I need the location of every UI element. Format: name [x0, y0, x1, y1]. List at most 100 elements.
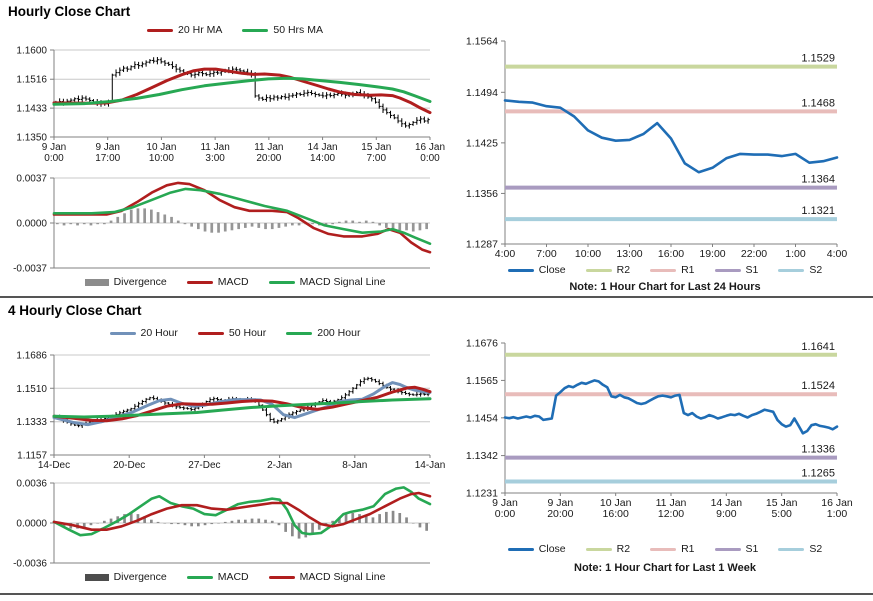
legend-line-swatch: [585, 547, 612, 551]
legend-item: S2: [778, 264, 822, 276]
svg-text:1.1641: 1.1641: [801, 341, 835, 353]
svg-text:16:00: 16:00: [658, 248, 684, 260]
legend-line-swatch: [186, 280, 213, 284]
hourly-price-legend: 20 Hr MA 50 Hrs MA: [30, 24, 440, 36]
four-hourly-price-legend: 20 Hour 50 Hour 200 Hour: [30, 327, 440, 339]
svg-text:-0.0037: -0.0037: [13, 264, 47, 275]
svg-text:10:00: 10:00: [575, 248, 601, 260]
legend-label: 20 Hour: [140, 327, 178, 339]
legend-label: 200 Hour: [317, 327, 361, 339]
svg-text:20:00: 20:00: [256, 153, 281, 164]
legend-line-swatch: [714, 268, 741, 272]
svg-text:1.1336: 1.1336: [801, 444, 835, 456]
section-title-4hourly: 4 Hourly Close Chart: [8, 303, 142, 318]
svg-text:27-Dec: 27-Dec: [188, 460, 220, 471]
svg-text:1.1494: 1.1494: [466, 87, 498, 99]
svg-text:1.1287: 1.1287: [466, 239, 498, 251]
legend-line-swatch: [507, 268, 534, 272]
svg-text:1.1356: 1.1356: [466, 188, 498, 200]
svg-text:1.1433: 1.1433: [16, 104, 47, 115]
svg-text:20-Dec: 20-Dec: [113, 460, 145, 471]
svg-text:1.1342: 1.1342: [466, 450, 498, 462]
page-title: Hourly Close Chart: [8, 4, 131, 19]
svg-text:1.1516: 1.1516: [16, 75, 47, 86]
svg-text:15 Jan: 15 Jan: [766, 497, 798, 509]
legend-item: R1: [650, 264, 695, 276]
legend-label: MACD Signal Line: [299, 571, 386, 583]
legend-line-swatch: [242, 28, 269, 32]
legend-item: R2: [585, 543, 631, 555]
section-divider: [0, 296, 873, 298]
legend-item: S1: [714, 543, 759, 555]
svg-text:0.0000: 0.0000: [16, 219, 47, 230]
legend-item: MACD Signal Line: [268, 276, 386, 288]
svg-text:9 Jan: 9 Jan: [547, 497, 573, 509]
legend-label: S2: [809, 543, 823, 555]
svg-text:1:00: 1:00: [827, 508, 848, 520]
legend-line-swatch: [109, 331, 136, 335]
svg-text:14 Jan: 14 Jan: [308, 142, 338, 153]
svg-text:1.1364: 1.1364: [801, 174, 835, 186]
legend-label: S1: [745, 543, 759, 555]
legend-line-swatch: [507, 547, 534, 551]
legend-label: Close: [538, 264, 566, 276]
svg-text:2-Jan: 2-Jan: [267, 460, 292, 471]
svg-text:1.1157: 1.1157: [17, 451, 47, 462]
svg-text:10 Jan: 10 Jan: [600, 497, 632, 509]
legend-line-swatch: [197, 331, 224, 335]
svg-text:9:00: 9:00: [716, 508, 737, 520]
svg-text:9 Jan: 9 Jan: [492, 497, 518, 509]
svg-text:1.1676: 1.1676: [466, 338, 498, 350]
svg-text:5:00: 5:00: [771, 508, 792, 520]
legend-item: 20 Hr MA: [147, 24, 222, 36]
svg-text:14 Jan: 14 Jan: [711, 497, 743, 509]
svg-text:0.0036: 0.0036: [16, 479, 47, 490]
legend-line-swatch: [186, 575, 213, 579]
pivot-1week-legend: Close R2 R1 S1 S2: [490, 543, 840, 555]
pivot-24h-legend: Close R2 R1 S1 S2: [490, 264, 840, 276]
svg-text:1.1564: 1.1564: [466, 36, 498, 48]
legend-label: Close: [538, 543, 566, 555]
svg-text:1:00: 1:00: [785, 248, 806, 260]
svg-text:10 Jan: 10 Jan: [146, 142, 176, 153]
svg-text:11 Jan: 11 Jan: [200, 142, 229, 153]
svg-text:0.0037: 0.0037: [16, 174, 47, 185]
legend-bar-swatch: [84, 573, 109, 581]
svg-text:19:00: 19:00: [699, 248, 725, 260]
svg-text:16 Jan: 16 Jan: [821, 497, 853, 509]
svg-text:15 Jan: 15 Jan: [361, 142, 391, 153]
legend-label: 20 Hr MA: [178, 24, 223, 36]
legend-label: Divergence: [113, 571, 167, 583]
legend-label: MACD Signal Line: [299, 276, 386, 288]
legend-item: 200 Hour: [286, 327, 360, 339]
four-hourly-macd-chart: 0.0036 0.0000 -0.0036: [13, 479, 432, 570]
svg-text:4:00: 4:00: [495, 248, 516, 260]
svg-text:1.1231: 1.1231: [466, 488, 498, 500]
svg-text:16:00: 16:00: [603, 508, 629, 520]
legend-label: S1: [745, 264, 759, 276]
legend-line-swatch: [147, 28, 174, 32]
legend-line-swatch: [650, 547, 677, 551]
legend-label: R2: [616, 264, 631, 276]
legend-item: Divergence: [84, 571, 167, 583]
hourly-macd-legend: Divergence MACD MACD Signal Line: [30, 276, 440, 288]
svg-text:0.0000: 0.0000: [16, 519, 47, 530]
svg-text:11 Jan: 11 Jan: [254, 142, 283, 153]
svg-text:12:00: 12:00: [658, 508, 684, 520]
svg-text:7:00: 7:00: [536, 248, 557, 260]
svg-text:1.1468: 1.1468: [801, 97, 835, 109]
svg-text:0:00: 0:00: [495, 508, 516, 520]
legend-item: Close: [507, 264, 566, 276]
svg-text:1.1333: 1.1333: [16, 417, 47, 428]
svg-text:1.1350: 1.1350: [16, 133, 47, 144]
legend-item: R1: [650, 543, 695, 555]
legend-item: MACD: [186, 571, 249, 583]
legend-line-swatch: [650, 268, 677, 272]
legend-label: R2: [616, 543, 631, 555]
legend-label: Divergence: [113, 276, 167, 288]
svg-text:4:00: 4:00: [827, 248, 848, 260]
